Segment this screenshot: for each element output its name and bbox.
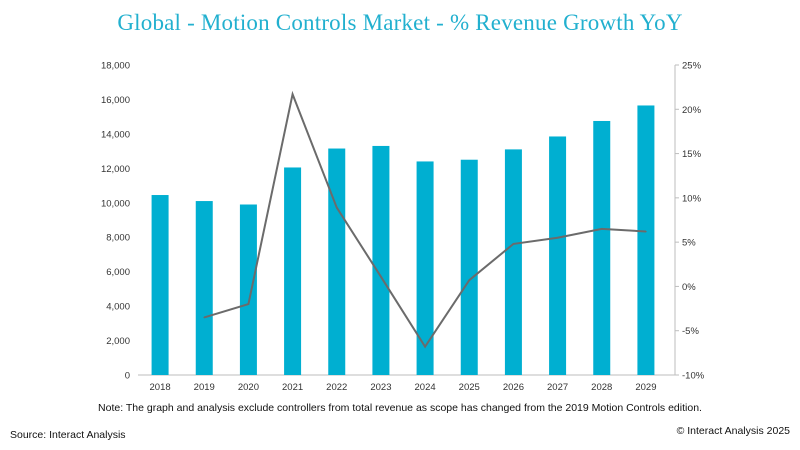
bar-2024 — [416, 161, 434, 375]
x-tick-label: 2023 — [370, 382, 391, 393]
copyright-text: © Interact Analysis 2025 — [676, 425, 790, 437]
x-axis-labels: 2018 2019 2020 2021 2022 2023 2024 2025 2026 2027… — [150, 382, 657, 393]
growth-point-2029 — [645, 230, 647, 233]
chart-title: Global - Motion Controls Market - % Reve… — [117, 10, 683, 35]
growth-point-2028 — [600, 228, 603, 230]
growth-line-series — [203, 90, 647, 349]
x-tick-label: 2026 — [503, 382, 524, 393]
growth-point-2023 — [380, 275, 382, 278]
right-tick-label: 5% — [682, 238, 696, 249]
x-tick-label: 2025 — [459, 382, 480, 393]
chart-note: Note: The graph and analysis exclude con… — [98, 402, 702, 414]
left-tick-label: 12,000 — [101, 164, 130, 175]
growth-point-2021 — [291, 93, 294, 96]
growth-point-2024 — [424, 345, 426, 348]
left-tick-label: 16,000 — [101, 95, 130, 106]
left-tick-label: 14,000 — [101, 129, 130, 140]
right-tick-label: -5% — [682, 326, 699, 337]
growth-point-2026 — [512, 243, 515, 245]
growth-point-2020 — [247, 303, 250, 305]
bar-2026 — [504, 149, 522, 375]
bar-2022 — [328, 148, 346, 375]
x-tick-label: 2022 — [326, 382, 347, 393]
x-tick-label: 2027 — [547, 382, 568, 393]
bar-2029 — [637, 105, 655, 375]
bar-2023 — [372, 145, 390, 375]
source-text: Source: Interact Analysis — [10, 429, 126, 441]
bar-series — [151, 105, 655, 375]
right-tick-label: 15% — [682, 149, 702, 160]
right-tick-label: -10% — [682, 371, 705, 382]
growth-point-2027 — [556, 236, 559, 239]
right-axis: -10% -5% 0% 5% 10% 15% 20% 25% — [674, 61, 705, 382]
left-axis: 0 2,000 4,000 6,000 8,000 10,000 12,000 14,000 1… — [101, 61, 675, 382]
x-tick-label: 2029 — [635, 382, 656, 393]
bar-2027 — [549, 136, 567, 375]
bar-2019 — [195, 201, 213, 375]
left-tick-label: 4,000 — [106, 302, 130, 313]
x-tick-label: 2024 — [415, 382, 436, 393]
x-tick-label: 2020 — [238, 382, 259, 393]
left-tick-label: 6,000 — [106, 267, 130, 278]
left-tick-label: 10,000 — [101, 198, 130, 209]
right-tick-label: 25% — [682, 61, 702, 72]
left-tick-label: 0 — [125, 371, 130, 382]
right-tick-label: 20% — [682, 105, 702, 116]
x-tick-label: 2019 — [194, 382, 215, 393]
left-tick-label: 18,000 — [101, 61, 130, 72]
right-tick-label: 10% — [682, 193, 702, 204]
bar-2021 — [284, 167, 302, 375]
left-tick-label: 2,000 — [106, 336, 130, 347]
growth-point-2019 — [203, 316, 206, 319]
bar-2025 — [460, 159, 478, 375]
growth-point-2025 — [468, 279, 471, 282]
x-tick-label: 2018 — [150, 382, 171, 393]
bar-2020 — [239, 204, 257, 375]
growth-point-2022 — [335, 206, 338, 209]
bar-2018 — [151, 195, 169, 375]
right-tick-label: 0% — [682, 282, 696, 293]
bar-2028 — [593, 120, 611, 375]
left-tick-label: 8,000 — [106, 233, 130, 244]
x-tick-label: 2021 — [282, 382, 303, 393]
x-tick-label: 2028 — [591, 382, 612, 393]
